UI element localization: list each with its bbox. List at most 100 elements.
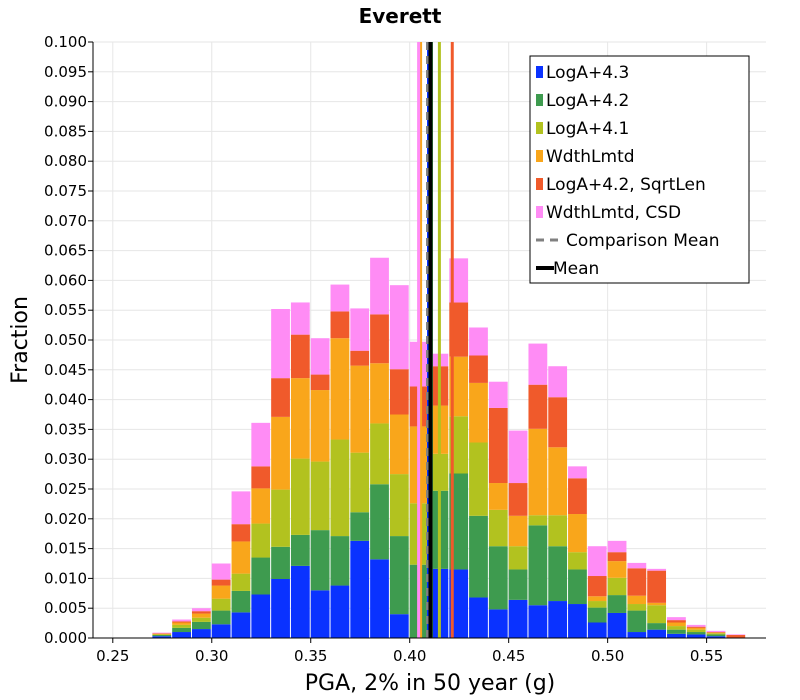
bar-segment-loga-4-2-sqrtlen-22: [568, 478, 587, 515]
bar-segment-loga-4-2-11: [350, 512, 370, 541]
bar-segment-loga-4-2-sqrtlen-18: [488, 407, 508, 484]
bar-segment-wdthlmtd-10: [330, 338, 350, 440]
bar-segment-loga-4-3-4: [211, 624, 231, 638]
bar-segment-wdthlmtd-19: [508, 515, 528, 547]
legend: LogA+4.3 LogA+4.2 LogA+4.1 WdthLmtd LogA+4.2…: [529, 55, 750, 284]
y-tick-label: 0.100: [44, 33, 87, 51]
bar-segment-wdthlmtd-csd-1: [152, 632, 172, 634]
bar-segment-loga-4-2-sqrtlen-4: [211, 579, 231, 586]
bar-segment-loga-4-1-18: [488, 509, 508, 547]
bar-segment-wdthlmtd-csd-7: [271, 309, 290, 379]
bar-segment-wdthlmtd-5: [231, 541, 251, 574]
bar-segment-wdthlmtd-8: [290, 378, 310, 459]
bar-segment-wdthlmtd-csd-11: [350, 308, 370, 351]
bar-segment-loga-4-3-26: [647, 629, 667, 638]
bar-segment-wdthlmtd-16: [449, 356, 469, 417]
bar-segment-wdthlmtd-csd-28: [686, 624, 706, 627]
y-tick-label: 0.010: [44, 569, 87, 587]
bar-segment-wdthlmtd-csd-12: [370, 257, 389, 315]
bar-segment-wdthlmtd-csd-20: [528, 343, 548, 385]
bar-segment-wdthlmtd-1: [152, 633, 172, 635]
bar-segment-loga-4-1-19: [508, 546, 528, 570]
bar-segment-wdthlmtd-csd-27: [667, 617, 686, 621]
bar-segment-loga-4-1-27: [667, 626, 686, 630]
bar-segment-wdthlmtd-csd-19: [508, 430, 528, 484]
bar-segment-loga-4-1-2: [172, 624, 191, 628]
y-tick-label: 0.065: [44, 242, 87, 260]
chart-title: Everett: [359, 4, 442, 28]
bar-segment-loga-4-2-13: [389, 536, 409, 615]
bar-segment-loga-4-2-sqrtlen-7: [271, 378, 290, 417]
bar-segment-loga-4-1-5: [231, 573, 251, 591]
bar-segment-loga-4-3-22: [568, 604, 587, 638]
bar-segment-loga-4-3-12: [370, 559, 389, 638]
bar-segment-loga-4-2-4: [211, 610, 231, 625]
bar-segment-wdthlmtd-csd-30: [726, 634, 746, 636]
bar-segment-loga-4-2-sqrtlen-24: [607, 552, 627, 562]
y-tick-label: 0.055: [44, 301, 87, 319]
bar-segment-loga-4-2-sqrtlen-21: [548, 397, 568, 448]
bar-segment-loga-4-2-17: [469, 515, 488, 598]
bar-segment-loga-4-3-3: [191, 629, 211, 638]
bar-segment-loga-4-2-28: [686, 632, 706, 635]
bar-segment-wdthlmtd-21: [548, 447, 568, 516]
x-tick-label: 0.35: [294, 647, 327, 665]
bar-segment-loga-4-2-sqrtlen-23: [587, 576, 607, 597]
bar-segment-wdthlmtd-csd-6: [251, 422, 271, 467]
bar-segment-loga-4-2-7: [271, 546, 290, 579]
bar-segment-wdthlmtd-26: [647, 602, 667, 606]
bar-segment-wdthlmtd-2: [172, 622, 191, 625]
x-tick-label: 0.55: [690, 647, 723, 665]
y-ticks: 0.000 0.005 0.010 0.015 0.020 0.025 0.030 0.035…: [44, 33, 93, 647]
bar-segment-loga-4-2-sqrtlen-19: [508, 483, 528, 516]
bar-segment-wdthlmtd-csd-9: [310, 338, 330, 375]
y-tick-label: 0.020: [44, 510, 87, 528]
bar-segment-wdthlmtd-28: [686, 627, 706, 630]
bar-segment-loga-4-2-18: [488, 546, 508, 610]
bar-segment-loga-4-3-24: [607, 612, 627, 638]
bar-segment-loga-4-3-10: [330, 585, 350, 638]
bar-segment-loga-4-2-22: [568, 569, 587, 605]
y-tick-label: 0.050: [44, 331, 87, 349]
bar-segment-loga-4-2-20: [528, 525, 548, 606]
bar-segment-loga-4-1-25: [627, 604, 647, 611]
bar-segment-loga-4-3-11: [350, 540, 370, 638]
x-tick-label: 0.40: [393, 647, 426, 665]
x-tick-label: 0.30: [195, 647, 228, 665]
bar-segment-loga-4-2-sqrtlen-26: [647, 570, 667, 603]
bar-segment-loga-4-3-28: [686, 634, 706, 638]
bar-segment-wdthlmtd-csd-18: [488, 381, 508, 408]
bar-segment-wdthlmtd-csd-8: [290, 302, 310, 335]
bar-segment-loga-4-3-7: [271, 578, 290, 638]
y-tick-label: 0.080: [44, 152, 87, 170]
bar-segment-loga-4-3-29: [706, 636, 726, 638]
bar-segment-loga-4-2-sqrtlen-6: [251, 466, 271, 489]
y-tick-label: 0.090: [44, 93, 87, 111]
y-tick-label: 0.000: [44, 629, 87, 647]
bar-segment-loga-4-2-sqrtlen-12: [370, 314, 389, 364]
bar-segment-loga-4-2-26: [647, 623, 667, 630]
y-axis-label: Fraction: [8, 296, 33, 384]
legend-swatch: [536, 66, 543, 78]
bar-segment-loga-4-3-27: [667, 633, 686, 638]
bar-segment-wdthlmtd-24: [607, 561, 627, 578]
bar-segment-wdthlmtd-17: [469, 382, 488, 443]
bar-segment-loga-4-3-20: [528, 605, 548, 638]
y-tick-label: 0.025: [44, 480, 87, 498]
legend-swatch: [536, 206, 543, 218]
bar-segment-loga-4-3-23: [587, 622, 607, 638]
bar-segment-wdthlmtd-csd-3: [191, 608, 211, 612]
legend-label: WdthLmtd, CSD: [546, 203, 681, 223]
bar-segment-loga-4-2-sqrtlen-1: [152, 633, 172, 634]
bar-segment-loga-4-3-13: [389, 614, 409, 638]
bar-segment-loga-4-2-10: [330, 536, 350, 586]
bar-segment-wdthlmtd-csd-2: [172, 619, 191, 622]
y-tick-label: 0.030: [44, 450, 87, 468]
x-axis-label: PGA, 2% in 50 year (g): [305, 671, 556, 696]
bar-segment-loga-4-3-17: [469, 597, 488, 638]
bar-segment-loga-4-2-sqrtlen-5: [231, 524, 251, 542]
bar-segment-loga-4-2-sqrtlen-20: [528, 384, 548, 429]
bar-segment-loga-4-3-18: [488, 609, 508, 638]
bar-segment-loga-4-1-22: [568, 552, 587, 570]
legend-label: LogA+4.1: [546, 119, 629, 139]
